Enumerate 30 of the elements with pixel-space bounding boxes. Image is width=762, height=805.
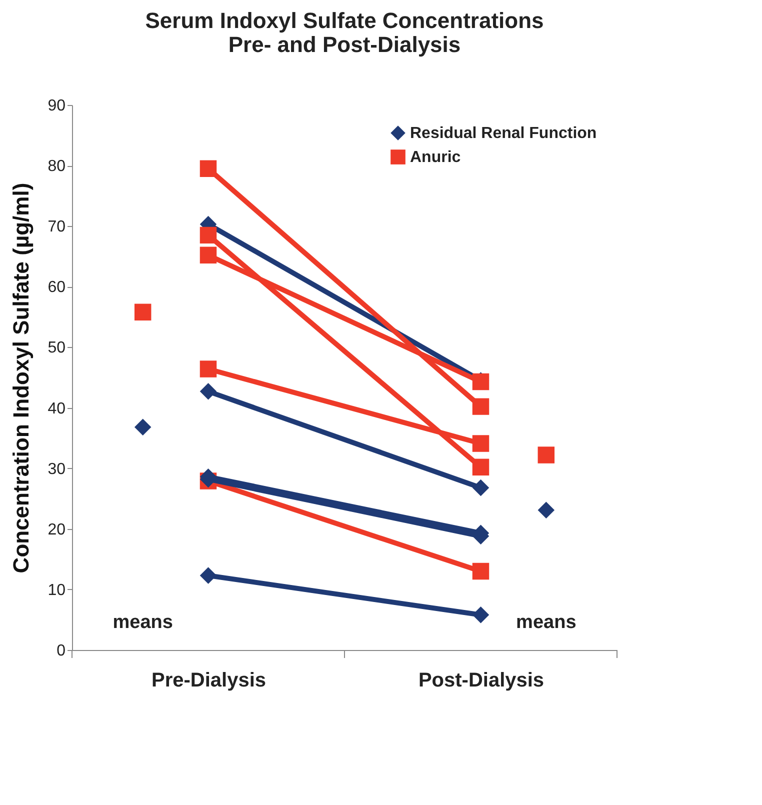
y-tick-label: 30 (48, 460, 66, 478)
point (472, 398, 490, 415)
y-tick-label: 90 (48, 98, 66, 114)
point (472, 479, 490, 496)
y-tick-label: 80 (48, 158, 66, 176)
x-tick-label: Post-Dialysis (418, 670, 544, 692)
y-tick-label: 10 (48, 582, 66, 599)
y-axis-title: Concentration Indoxyl Sulfate (µg/ml) (8, 182, 34, 574)
point (200, 383, 217, 400)
point (472, 458, 490, 476)
point (200, 360, 217, 378)
point (200, 160, 217, 177)
annotation: means (112, 612, 173, 633)
point (200, 226, 217, 244)
y-tick-label: 70 (48, 218, 66, 236)
legend-label: Anuric (410, 149, 461, 166)
x-tick-label: Pre-Dialysis (151, 670, 266, 692)
y-tick-label: 40 (48, 400, 66, 418)
legend-label: Residual Renal Function (410, 125, 597, 142)
point (472, 435, 490, 452)
point (200, 246, 217, 264)
y-tick-label: 0 (56, 642, 66, 660)
chart-title: Serum Indoxyl Sulfate Concentrations Pre- and Post-Dialysis (145, 8, 544, 57)
y-tick-label: 50 (48, 340, 66, 357)
point (472, 562, 490, 580)
y-tick-label: 60 (48, 279, 66, 296)
point (472, 606, 490, 624)
y-tick-label: 20 (48, 521, 66, 538)
annotation: means (516, 612, 576, 633)
point (200, 567, 217, 584)
